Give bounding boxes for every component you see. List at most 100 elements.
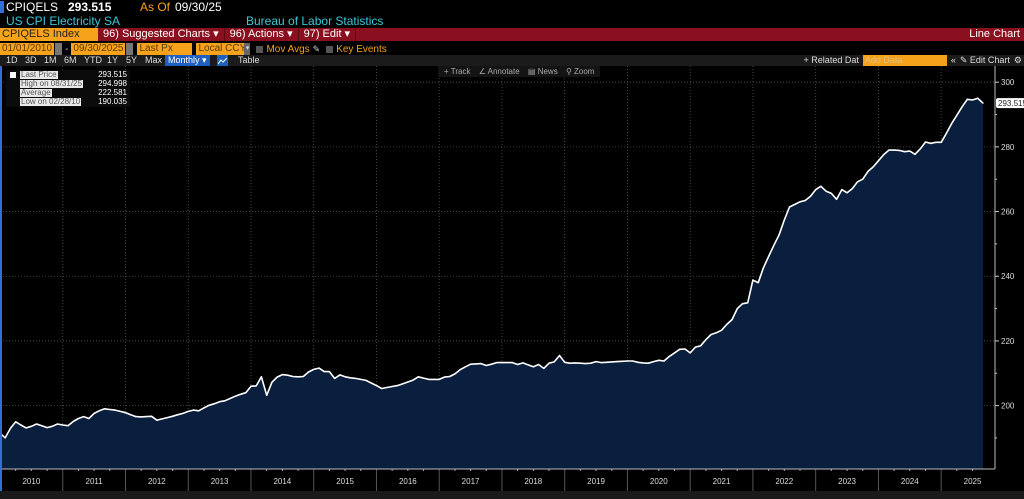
data-point (642, 362, 644, 364)
edit-menu[interactable]: 97) Edit ▾ (299, 28, 357, 41)
mov-avgs-label[interactable]: Mov Avgs (266, 43, 310, 55)
data-point (856, 181, 859, 183)
data-point (360, 378, 362, 381)
period-ytd[interactable]: YTD (84, 55, 102, 65)
x-tick-label: 2018 (524, 477, 542, 486)
data-point (67, 425, 69, 427)
chevron-down-icon[interactable]: ▾ (244, 43, 251, 55)
data-point (867, 170, 869, 173)
legend: Last Price 293.515 High on 08/31/25 294.… (6, 70, 130, 107)
data-point (161, 418, 163, 420)
period-5y[interactable]: 5Y (126, 55, 138, 65)
field-select[interactable]: Last Px (137, 43, 193, 55)
mov-avgs-checkbox[interactable] (256, 45, 264, 53)
annotate-button[interactable]: ∠ Annotate (478, 67, 520, 76)
period-max[interactable]: Max (145, 55, 163, 65)
controls-row: 01/01/2010 - 09/30/2025 Last Px Local CC… (0, 43, 387, 55)
x-tick-label: 2025 (964, 477, 982, 486)
data-point (177, 414, 179, 416)
calendar-icon[interactable] (55, 43, 63, 55)
data-point (30, 425, 32, 427)
period-3d[interactable]: 3D (25, 55, 37, 65)
news-button[interactable]: ▤ News (527, 67, 558, 76)
data-point (260, 376, 263, 378)
data-point (799, 201, 801, 203)
data-point (971, 99, 974, 101)
data-point (851, 187, 853, 190)
data-point (809, 195, 812, 197)
data-point (726, 323, 728, 326)
data-point (281, 373, 283, 376)
data-point (522, 362, 524, 364)
pencil-icon[interactable]: ✎ (312, 43, 321, 54)
data-point (198, 410, 200, 412)
related-data-button[interactable]: + Related Dat (803, 55, 859, 65)
table-button[interactable]: Table (238, 55, 260, 65)
data-point (41, 425, 43, 427)
data-point (652, 361, 655, 363)
security-name: US CPI Electricity SA (6, 14, 121, 28)
zoom-button[interactable]: ⚲ Zoom (565, 67, 595, 76)
period-6m[interactable]: 6M (64, 55, 77, 65)
end-date-input[interactable]: 09/30/2025 (71, 43, 126, 55)
as-of-label: As Of (140, 0, 171, 14)
data-point (710, 333, 712, 336)
data-point (647, 362, 649, 364)
gear-icon[interactable]: ⚙ (1013, 55, 1022, 65)
data-point (103, 408, 106, 410)
data-point (632, 360, 634, 362)
data-point (846, 192, 848, 194)
data-point (386, 386, 388, 389)
data-point (375, 384, 378, 387)
data-point (114, 409, 116, 411)
data-point (574, 362, 576, 364)
data-point (778, 234, 780, 236)
data-point (72, 420, 74, 423)
currency-select[interactable]: Local CCY (196, 43, 247, 55)
scroll-strip[interactable] (0, 491, 1024, 499)
data-point (9, 427, 12, 429)
data-point (297, 376, 299, 378)
x-tick-label: 2015 (336, 477, 354, 486)
price-chart[interactable]: 200 220 240 260 280 300 2010 2011 2012 2013 2014 20… (0, 66, 1024, 499)
data-point (370, 382, 372, 384)
data-point (490, 363, 493, 365)
calendar-icon[interactable] (126, 43, 134, 55)
x-tick-label: 2012 (148, 477, 166, 486)
key-events-label[interactable]: Key Events (336, 43, 387, 55)
actions-menu[interactable]: 96) Actions ▾ (225, 28, 299, 41)
period-1y[interactable]: 1Y (107, 55, 119, 65)
suggested-charts-menu[interactable]: 96) Suggested Charts ▾ (98, 28, 225, 41)
data-point (229, 397, 231, 400)
data-point (736, 307, 738, 310)
as-of-date: 09/30/25 (175, 0, 222, 14)
data-point (496, 361, 498, 364)
track-button[interactable]: + Track (444, 67, 471, 76)
edit-chart-button[interactable]: ✎ Edit Chart (959, 55, 1010, 65)
data-point (909, 150, 911, 152)
data-point (820, 185, 822, 187)
key-events-checkbox[interactable] (326, 45, 334, 53)
data-point (292, 375, 294, 378)
start-date-input[interactable]: 01/01/2010 (0, 43, 55, 55)
period-1m[interactable]: 1M (44, 55, 57, 65)
security-input[interactable]: CPIQELS Index (0, 28, 98, 41)
add-data-input[interactable]: Add Data (862, 55, 947, 66)
data-point (438, 378, 440, 381)
data-point (166, 416, 168, 419)
series-color-swatch[interactable] (10, 72, 16, 78)
data-point (402, 383, 404, 385)
line-chart-icon[interactable] (217, 55, 228, 66)
data-point (517, 363, 519, 366)
data-point (564, 361, 566, 363)
data-point (469, 363, 472, 365)
collapse-icon[interactable]: « (950, 55, 956, 65)
data-point (835, 198, 838, 200)
frequency-select[interactable]: Monthly ▾ (165, 55, 210, 66)
data-point (747, 302, 749, 304)
period-1d[interactable]: 1D (6, 55, 18, 65)
data-point (334, 377, 336, 380)
data-point (151, 415, 153, 417)
data-point (893, 149, 895, 151)
data-point (590, 362, 592, 364)
